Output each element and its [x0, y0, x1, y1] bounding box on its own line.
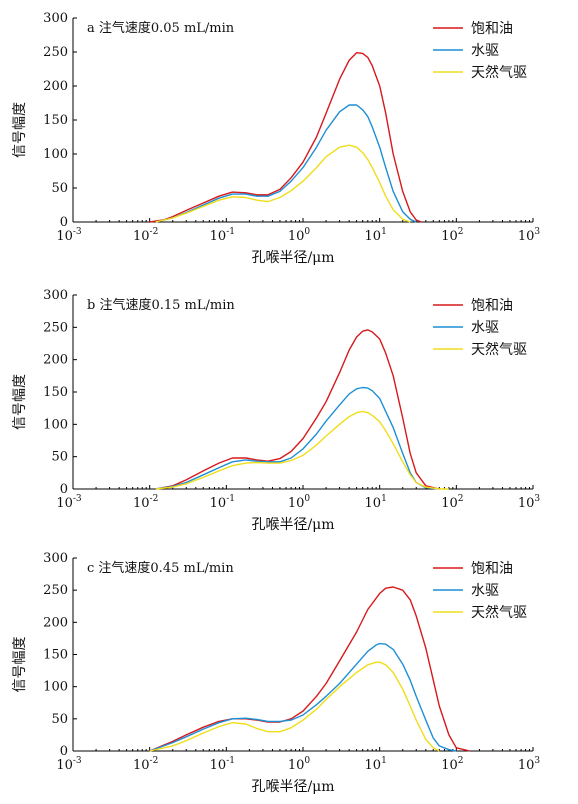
- chart-panel-a: 0 50 100 150 200 250 300 10-3 10-2 10-1 100 101 102 1…: [12, 11, 540, 266]
- y-tick-label: 300: [43, 288, 68, 303]
- x-axis-title: 孔喉半径/μm: [251, 779, 334, 795]
- y-tick-label: 250: [43, 320, 68, 335]
- x-axis-title: 孔喉半径/μm: [251, 250, 334, 266]
- panel-title: b 注气速度0.15 mL/min: [87, 297, 235, 313]
- x-tick-label: 10-1: [210, 494, 235, 511]
- y-tick-label: 0: [60, 482, 68, 497]
- legend-label-1: 饱和油: [471, 298, 513, 314]
- y-tick-label: 200: [43, 615, 68, 630]
- series-line-3: [155, 144, 411, 223]
- y-tick-label: 100: [43, 680, 68, 695]
- y-axis-title: 信号幅度: [12, 374, 28, 430]
- x-tick-label: 10-3: [56, 494, 82, 511]
- x-tick-label: 101: [365, 756, 387, 773]
- chart-panel-c: 0 50 100 150 200 250 300 10-3 10-2 10-1 100 101 102 1…: [12, 551, 540, 795]
- series-line-1: [149, 52, 422, 223]
- x-tick-label: 10-3: [56, 756, 82, 773]
- series-line-3: [155, 410, 449, 490]
- y-tick-label: 300: [43, 551, 68, 566]
- x-tick-label: 102: [441, 227, 463, 244]
- y-tick-label: 50: [51, 181, 68, 196]
- y-tick-label: 0: [60, 215, 68, 230]
- x-tick-label: 10-1: [210, 756, 235, 773]
- x-tick-label: 101: [365, 494, 387, 511]
- legend-label-2: 水驱: [471, 583, 499, 599]
- y-tick-label: 150: [43, 385, 68, 400]
- y-tick-label: 50: [51, 450, 68, 465]
- x-tick-label: 103: [518, 494, 541, 511]
- x-tick-label: 100: [288, 227, 311, 244]
- y-tick-label: 150: [43, 648, 68, 663]
- series-line-3: [149, 661, 440, 752]
- legend-label-3: 天然气驱: [471, 341, 527, 358]
- x-tick-label: 103: [518, 227, 541, 244]
- x-tick-label: 102: [441, 494, 463, 511]
- y-tick-label: 100: [43, 417, 68, 432]
- x-tick-label: 100: [288, 494, 311, 511]
- x-tick-label: 10-2: [133, 494, 158, 511]
- legend-label-2: 水驱: [471, 320, 499, 336]
- panel-title: c 注气速度0.45 mL/min: [87, 560, 234, 576]
- x-axis-title: 孔喉半径/μm: [251, 517, 334, 533]
- series-line-2: [149, 642, 457, 752]
- series-line-1: [149, 586, 470, 752]
- chart-panel-b: 0 50 100 150 200 250 300 10-3 10-2 10-1 100 101 102 1…: [12, 288, 540, 533]
- x-tick-label: 10-2: [133, 227, 158, 244]
- series-line-2: [155, 104, 417, 223]
- legend-label-1: 饱和油: [471, 21, 513, 37]
- legend-label-1: 饱和油: [471, 561, 513, 577]
- x-tick-label: 103: [518, 756, 541, 773]
- y-tick-label: 200: [43, 79, 68, 94]
- x-tick-label: 100: [288, 756, 311, 773]
- x-tick-label: 10-2: [133, 756, 158, 773]
- x-tick-label: 10-3: [56, 227, 82, 244]
- legend-label-2: 水驱: [471, 43, 499, 59]
- y-tick-label: 300: [43, 11, 68, 26]
- y-tick-label: 250: [43, 583, 68, 598]
- y-tick-label: 150: [43, 113, 68, 128]
- panel-title: a 注气速度0.05 mL/min: [87, 20, 235, 36]
- y-axis-title: 信号幅度: [12, 637, 28, 693]
- series-line-2: [155, 386, 440, 490]
- y-axis-title: 信号幅度: [12, 102, 28, 158]
- x-tick-label: 101: [365, 227, 387, 244]
- x-tick-label: 10-1: [210, 227, 235, 244]
- y-tick-label: 0: [60, 744, 68, 759]
- series-line-1: [155, 329, 440, 490]
- legend-label-3: 天然气驱: [471, 604, 527, 621]
- x-tick-label: 102: [441, 756, 463, 773]
- y-tick-label: 50: [51, 712, 68, 727]
- y-tick-label: 250: [43, 45, 68, 60]
- legend-label-3: 天然气驱: [471, 64, 527, 81]
- y-tick-label: 200: [43, 353, 68, 368]
- y-tick-label: 100: [43, 147, 68, 162]
